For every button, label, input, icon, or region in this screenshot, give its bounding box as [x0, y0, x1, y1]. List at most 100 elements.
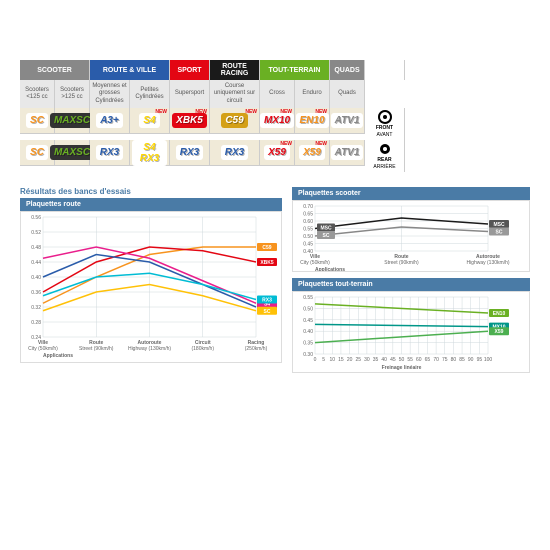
svg-text:0.60: 0.60 [303, 219, 313, 225]
svg-text:EN10: EN10 [493, 311, 506, 317]
svg-text:X59: X59 [495, 329, 504, 335]
sub-cell: Cross [260, 80, 295, 108]
svg-text:SC: SC [264, 309, 271, 315]
svg-text:5: 5 [322, 357, 325, 363]
header-cell: QUADS [330, 60, 365, 80]
product-cell: NEWMX10 [260, 108, 295, 134]
svg-text:15: 15 [338, 357, 344, 363]
product-cell: ATV1 [330, 140, 365, 166]
sub-cell: Course uniquement sur circuit [210, 80, 260, 108]
product-cell: NEWXBK5 [170, 108, 210, 134]
position-icon: REARARRIÈRE [365, 140, 405, 172]
svg-text:0.70: 0.70 [303, 204, 313, 210]
svg-text:55: 55 [407, 357, 413, 363]
svg-text:Street (90km/h): Street (90km/h) [384, 260, 419, 266]
svg-text:90: 90 [468, 357, 474, 363]
svg-text:45: 45 [390, 357, 396, 363]
svg-text:SC: SC [323, 233, 330, 239]
product-cell: NEWX59 [260, 140, 295, 166]
svg-text:0.65: 0.65 [303, 212, 313, 218]
svg-text:30: 30 [364, 357, 370, 363]
sub-cell: Scooters >125 cc [55, 80, 90, 108]
svg-text:Applications: Applications [43, 353, 73, 359]
position-icon: FRONTAVANT [365, 108, 405, 140]
header-cell: ROUTE & VILLE [90, 60, 170, 80]
product-cell: S4 RX3 [130, 140, 170, 166]
svg-text:70: 70 [433, 357, 439, 363]
svg-text:0.56: 0.56 [31, 215, 41, 221]
svg-text:0.55: 0.55 [303, 227, 313, 233]
svg-text:20: 20 [347, 357, 353, 363]
svg-text:0.35: 0.35 [303, 341, 313, 347]
svg-text:0.50: 0.50 [303, 234, 313, 240]
sub-cell: Petites Cylindrées [130, 80, 170, 108]
product-cell: NEWX59 [295, 140, 330, 166]
svg-text:85: 85 [459, 357, 465, 363]
svg-text:0.48: 0.48 [31, 245, 41, 251]
svg-text:MSC: MSC [320, 226, 332, 232]
svg-text:City (50km/h): City (50km/h) [28, 346, 58, 352]
svg-text:0: 0 [314, 357, 317, 363]
product-cell: NEWC59 [210, 108, 260, 134]
svg-text:65: 65 [425, 357, 431, 363]
svg-text:0.52: 0.52 [31, 230, 41, 236]
route-title: Plaquettes route [20, 198, 282, 211]
svg-text:City (50km/h): City (50km/h) [300, 260, 330, 266]
sub-cell: Enduro [295, 80, 330, 108]
product-table: SCOOTERROUTE & VILLESPORTROUTE RACINGTOU… [20, 60, 530, 172]
svg-text:0.45: 0.45 [303, 242, 313, 248]
svg-text:0.32: 0.32 [31, 305, 41, 311]
product-cell: ATV1 [330, 108, 365, 134]
sub-cell: Moyennes et grosses Cylindrées [90, 80, 130, 108]
svg-text:Highway (130km/h): Highway (130km/h) [466, 260, 509, 266]
svg-text:40: 40 [381, 357, 387, 363]
svg-text:0.28: 0.28 [31, 320, 41, 326]
svg-text:Highway (130km/h): Highway (130km/h) [128, 346, 171, 352]
svg-text:100: 100 [484, 357, 493, 363]
sub-cell: Scooters <125 cc [20, 80, 55, 108]
svg-text:SC: SC [496, 230, 503, 236]
product-cell: RX3 [90, 140, 130, 166]
svg-text:Street (90km/h): Street (90km/h) [79, 346, 114, 352]
svg-text:0.40: 0.40 [303, 329, 313, 335]
scooter-chart: 0.400.450.500.550.600.650.70VilleCity (5… [292, 200, 530, 272]
svg-text:0.30: 0.30 [303, 352, 313, 358]
svg-text:80: 80 [451, 357, 457, 363]
svg-text:0.40: 0.40 [31, 275, 41, 281]
svg-text:0.36: 0.36 [31, 290, 41, 296]
svg-text:75: 75 [442, 357, 448, 363]
route-chart: 0.240.280.320.360.400.440.480.520.56Vill… [20, 211, 282, 363]
charts-area: Résultats des bancs d'essais Plaquettes … [20, 187, 530, 373]
product-cell: A3+ [90, 108, 130, 134]
product-cell: RX3 [210, 140, 260, 166]
svg-text:(250km/h): (250km/h) [245, 346, 268, 352]
header-cell: ROUTE RACING [210, 60, 260, 80]
terrain-title: Plaquettes tout-terrain [292, 278, 530, 291]
product-cell: MAXSC [55, 108, 90, 134]
svg-text:0.50: 0.50 [303, 306, 313, 312]
svg-text:0.44: 0.44 [31, 260, 41, 266]
scooter-title: Plaquettes scooter [292, 187, 530, 200]
svg-text:MSC: MSC [493, 222, 505, 228]
svg-text:95: 95 [477, 357, 483, 363]
svg-text:10: 10 [330, 357, 336, 363]
svg-text:C59: C59 [262, 245, 271, 251]
svg-text:35: 35 [373, 357, 379, 363]
svg-text:50: 50 [399, 357, 405, 363]
svg-text:60: 60 [416, 357, 422, 363]
svg-text:0.55: 0.55 [303, 295, 313, 301]
svg-text:(180km/h): (180km/h) [191, 346, 214, 352]
svg-text:25: 25 [355, 357, 361, 363]
svg-text:XBK5: XBK5 [260, 260, 274, 266]
sub-cell: Supersport [170, 80, 210, 108]
header-cell: SPORT [170, 60, 210, 80]
header-cell: SCOOTER [20, 60, 90, 80]
svg-text:Applications: Applications [315, 267, 345, 271]
product-cell: MAXSC [55, 140, 90, 166]
product-cell: RX3 [170, 140, 210, 166]
svg-text:Freinage linéaire: Freinage linéaire [382, 365, 422, 371]
product-cell: NEWS4 [130, 108, 170, 134]
terrain-chart: 0.30 0.35 0.40 0.45 0.50 0.55 05 10152025303540… [292, 291, 530, 373]
svg-text:0.45: 0.45 [303, 318, 313, 324]
product-cell: NEWEN10 [295, 108, 330, 134]
